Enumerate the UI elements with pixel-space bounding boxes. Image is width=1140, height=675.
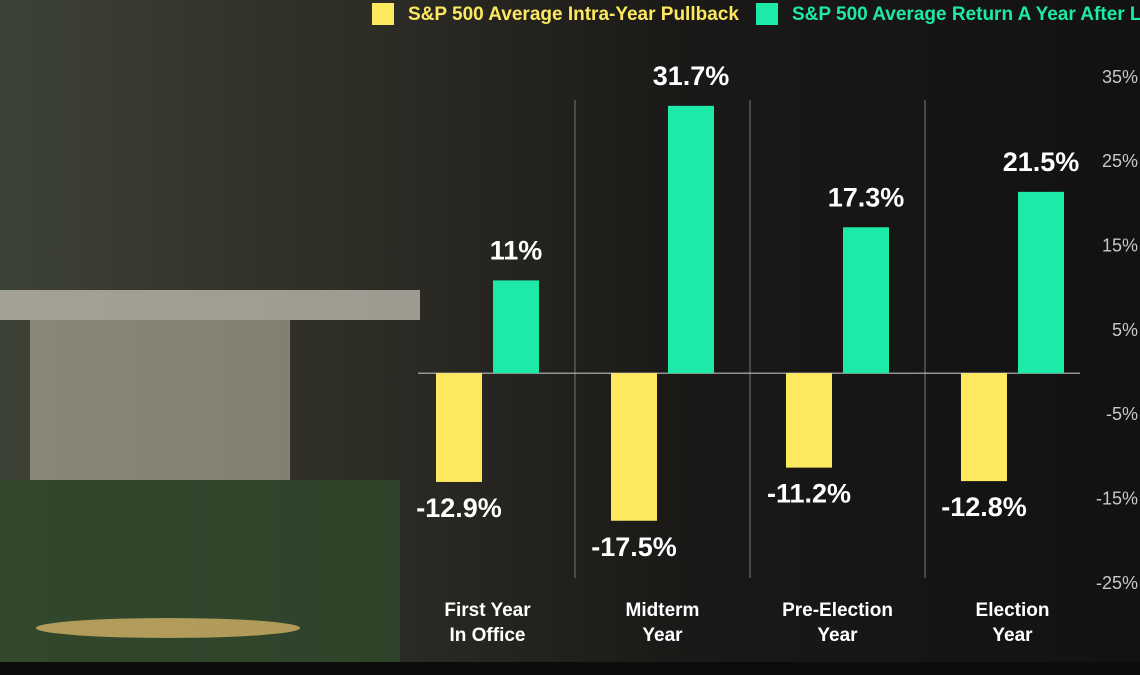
legend-swatch [372, 3, 394, 25]
bar [668, 105, 714, 374]
value-label: 11% [490, 236, 543, 266]
bar [843, 227, 889, 374]
bar [493, 280, 539, 374]
fountain [36, 618, 300, 638]
building-roof [0, 290, 420, 320]
bar [436, 373, 482, 482]
y-tick-label: 15% [1102, 235, 1138, 255]
value-label: -12.8% [941, 492, 1027, 522]
bottom-strip [0, 662, 1140, 675]
y-tick-label: -25% [1096, 573, 1138, 593]
y-tick-label: 5% [1112, 320, 1138, 340]
value-label: 17.3% [828, 182, 905, 212]
bar [786, 373, 832, 468]
value-label: -12.9% [416, 493, 502, 523]
x-tick-label: First Year In Office [444, 600, 531, 646]
value-label: 21.5% [1003, 147, 1080, 177]
bar [611, 373, 657, 521]
y-tick-label: 35% [1102, 67, 1138, 87]
legend-label: S&P 500 Average Return A Year After Lows [792, 4, 1140, 25]
y-tick-label: 25% [1102, 151, 1138, 171]
legend-swatch [756, 3, 778, 25]
value-label: 31.7% [653, 61, 730, 91]
y-tick-label: -5% [1106, 404, 1138, 424]
building [30, 320, 290, 480]
x-tick-label: Election Year [975, 600, 1050, 646]
lawn [0, 480, 400, 675]
value-label: -17.5% [591, 532, 677, 562]
bar [1018, 191, 1064, 374]
legend-label: S&P 500 Average Intra-Year Pullback [408, 4, 739, 25]
y-tick-label: -15% [1096, 488, 1138, 508]
x-tick-label: Pre-Election Year [782, 600, 893, 646]
x-tick-label: Midterm Year [625, 600, 700, 646]
value-label: -11.2% [767, 479, 851, 509]
bar [961, 373, 1007, 482]
